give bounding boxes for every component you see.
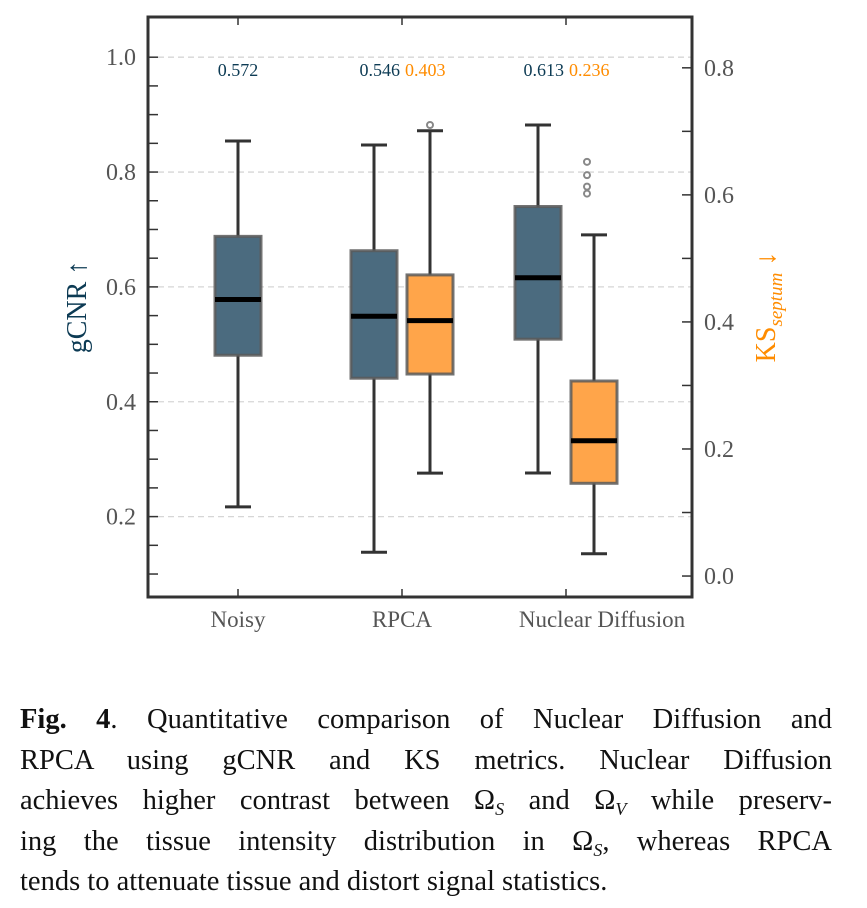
median-annotations: 0.572 0.546 0.403 0.613 0.236	[218, 60, 610, 80]
left-axis-ticks: 0.2 0.4 0.6 0.8 1.0	[106, 45, 158, 575]
iqr-box	[513, 205, 563, 341]
right-tick-label: 0.4	[704, 310, 734, 336]
gcnr-median-annotation: 0.613	[524, 60, 565, 80]
left-tick-label: 0.2	[106, 505, 136, 531]
figure-label: Fig. 4	[20, 704, 111, 735]
outlier-point	[583, 189, 591, 198]
box-KS_septum-nuclear-diffusion	[569, 157, 619, 556]
left-axis-title: gCNR ↑	[62, 261, 93, 354]
caption-line-4: ing the tissue intensity distribution in…	[20, 825, 832, 860]
box-gCNR-rpca	[349, 143, 399, 554]
gcnr-median-annotation: 0.546	[360, 60, 401, 80]
right-tick-label: 0.6	[704, 183, 734, 209]
caption-line-5: tends to attenuate tissue and distort si…	[20, 866, 608, 897]
iqr-box	[213, 234, 263, 357]
caption-line-3: achieves higher contrast between ΩS and …	[20, 785, 832, 819]
left-tick-label: 0.8	[106, 160, 136, 186]
figure-caption: Fig. 4. Quantitative comparison of Nucle…	[20, 700, 832, 903]
box-gCNR-noisy	[213, 139, 263, 509]
outlier-point	[583, 171, 591, 180]
x-category-label: RPCA	[372, 607, 432, 632]
outlier-point	[426, 120, 434, 129]
outlier-point	[583, 157, 591, 166]
box-gCNR-nuclear-diffusion	[513, 123, 563, 475]
gcnr-median-annotation: 0.572	[218, 60, 259, 80]
caption-line-1: Fig. 4. Quantitative comparison of Nucle…	[20, 704, 832, 735]
outlier-point	[583, 182, 591, 191]
left-tick-label: 0.4	[106, 390, 136, 416]
box-KS_septum-rpca	[405, 120, 455, 475]
ks-median-annotation: 0.236	[569, 60, 610, 80]
iqr-box	[569, 379, 619, 485]
right-tick-label: 0.2	[704, 437, 734, 463]
x-category-label: Noisy	[211, 607, 266, 632]
right-tick-label: 0.8	[704, 56, 734, 82]
right-axis-title: KSseptum ↓	[751, 252, 787, 363]
iqr-box	[405, 273, 455, 376]
right-tick-label: 0.0	[704, 564, 734, 590]
plot-frame	[146, 15, 694, 599]
x-axis-ticks: Noisy RPCA Nuclear Diffusion	[211, 17, 686, 632]
caption-line-2: RPCA using gCNR and KS metrics. Nuclear …	[20, 744, 832, 776]
x-category-label: Nuclear Diffusion	[519, 607, 686, 632]
box-plot-chart: 0.572 0.546 0.403 0.613 0.236 0.2 0.4 0.6 0.8 1.…	[62, 15, 787, 632]
left-tick-label: 0.6	[106, 275, 136, 301]
left-tick-label: 1.0	[106, 45, 136, 71]
right-axis-ticks: 0.0 0.2 0.4 0.6 0.8	[682, 56, 734, 590]
ks-median-annotation: 0.403	[405, 60, 446, 80]
box-series	[213, 120, 619, 556]
